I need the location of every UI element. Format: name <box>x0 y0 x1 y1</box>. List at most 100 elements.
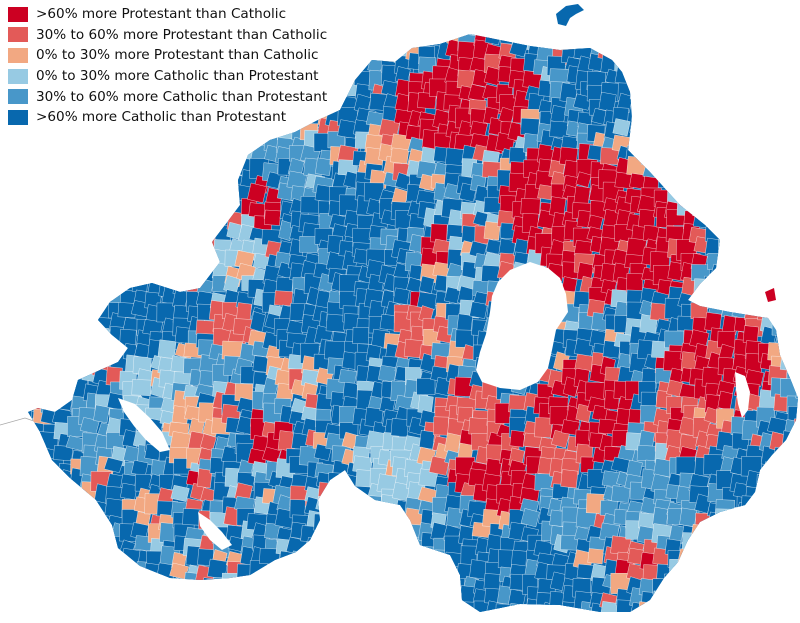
ward-region <box>497 14 516 31</box>
ward-region <box>146 202 166 219</box>
ward-region <box>135 173 155 192</box>
ward-region <box>653 107 673 124</box>
ward-region <box>587 548 604 565</box>
ward-region <box>195 212 215 234</box>
ward-region <box>229 590 246 607</box>
ward-region <box>795 150 798 169</box>
ward-region <box>129 184 151 203</box>
ward-region <box>629 85 646 102</box>
ward-region <box>384 523 402 540</box>
ward-region <box>395 34 418 37</box>
ward-region <box>682 95 702 114</box>
ward-region <box>0 342 7 357</box>
ward-region <box>706 292 723 309</box>
ward-region <box>680 145 700 165</box>
ward-region <box>667 185 684 204</box>
ward-region <box>351 513 373 531</box>
ward-region <box>186 183 207 203</box>
ward-region <box>784 300 798 320</box>
ward-region <box>83 266 103 282</box>
ward-region <box>681 45 697 62</box>
ward-region <box>773 136 793 157</box>
ward-region <box>32 171 52 192</box>
ward-region <box>629 40 647 58</box>
ward-region <box>599 34 621 39</box>
ward-region <box>183 261 204 283</box>
ward-region <box>1 604 20 622</box>
ward-region <box>42 552 60 571</box>
ward-region <box>368 34 385 48</box>
ward-region <box>781 339 798 359</box>
ward-region <box>196 248 215 270</box>
ward-region <box>264 209 281 226</box>
ward-region <box>160 209 178 229</box>
ward-region <box>343 34 363 35</box>
ward-region <box>158 609 175 612</box>
ward-region <box>772 473 792 495</box>
ward-region <box>745 161 767 178</box>
ward-region <box>743 587 760 608</box>
ward-region <box>132 577 154 598</box>
ward-region <box>53 209 74 231</box>
ward-region <box>29 300 50 319</box>
ward-region <box>28 226 36 246</box>
ward-region <box>626 7 645 24</box>
ward-region <box>0 547 19 567</box>
ward-region <box>717 592 738 609</box>
ward-region <box>745 235 765 256</box>
ward-region <box>719 186 738 203</box>
ward-region <box>327 472 345 493</box>
ward-region <box>786 109 798 129</box>
ward-region <box>92 274 110 293</box>
ward-region <box>0 224 7 241</box>
ward-region <box>329 537 346 556</box>
ward-region <box>7 132 24 152</box>
ward-region <box>495 603 517 612</box>
ward-region <box>131 264 148 285</box>
ward-region <box>404 563 425 584</box>
ward-region <box>755 80 777 101</box>
ward-region <box>759 177 778 194</box>
ward-region <box>214 585 232 605</box>
ward-region <box>365 552 382 570</box>
ward-region <box>121 221 143 241</box>
ward-region <box>355 3 375 18</box>
ward-region <box>174 601 194 612</box>
ward-region <box>292 561 308 583</box>
ward-region <box>28 593 47 609</box>
ward-region <box>169 226 188 247</box>
ward-region <box>45 496 62 517</box>
ward-region <box>664 0 684 7</box>
ward-region <box>717 613 733 623</box>
ward-region <box>679 132 702 152</box>
ward-region <box>382 563 399 585</box>
ward-region <box>631 104 649 125</box>
ward-region <box>639 54 659 72</box>
ward-region <box>716 34 735 46</box>
ward-region <box>354 34 372 47</box>
ward-region <box>28 421 45 442</box>
ward-region <box>28 279 32 296</box>
ward-region <box>97 340 114 358</box>
ward-region <box>42 163 60 179</box>
ward-region <box>743 526 765 544</box>
ward-region <box>696 110 713 127</box>
ward-region <box>679 507 697 528</box>
ward-region <box>84 157 102 178</box>
ward-region <box>680 162 701 180</box>
ward-region <box>251 591 272 611</box>
ward-region <box>354 537 371 554</box>
ward-region <box>779 355 798 372</box>
ward-region <box>692 134 709 156</box>
ward-region <box>746 264 763 281</box>
ward-region <box>52 364 74 384</box>
ward-region <box>233 579 254 596</box>
ward-region <box>432 617 451 623</box>
ward-region <box>734 83 752 100</box>
ward-region <box>0 266 9 283</box>
ward-region <box>693 560 711 581</box>
ward-region <box>534 417 553 438</box>
ward-region <box>252 602 272 612</box>
ward-region <box>89 565 112 582</box>
ward-region <box>202 156 220 175</box>
